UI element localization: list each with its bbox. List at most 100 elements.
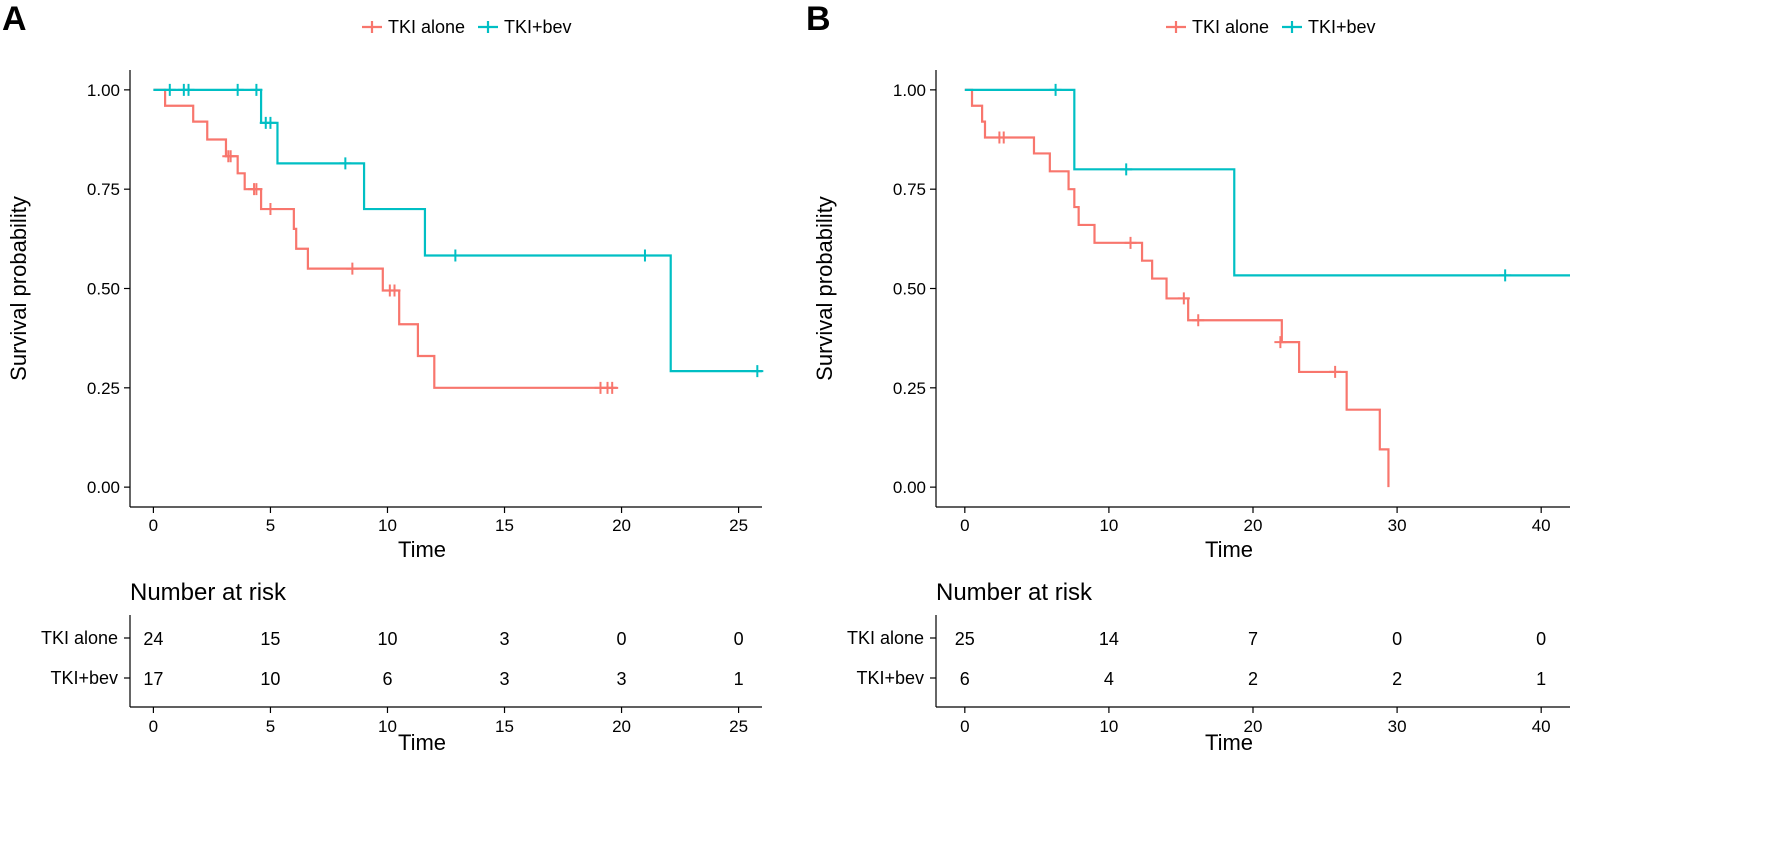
risk-count: 10 (377, 629, 397, 649)
risk-count: 3 (500, 629, 510, 649)
risk-x-tick-label: 10 (378, 717, 397, 736)
risk-count: 4 (1104, 669, 1114, 689)
legend-label: TKI+bev (504, 17, 572, 37)
risk-row-label: TKI+bev (856, 668, 924, 688)
x-axis-title: Time (1205, 537, 1253, 562)
risk-x-axis-title: Time (398, 730, 446, 755)
risk-count: 15 (260, 629, 280, 649)
x-tick-label: 30 (1388, 516, 1407, 535)
legend-item: TKI alone (1166, 17, 1269, 37)
y-tick-label: 0.75 (893, 180, 926, 199)
risk-count: 6 (382, 669, 392, 689)
risk-count: 3 (617, 669, 627, 689)
risk-count: 17 (143, 669, 163, 689)
censor-mark (997, 131, 1010, 144)
x-tick-label: 0 (960, 516, 969, 535)
censor-mark (231, 83, 244, 96)
censor-mark (224, 150, 237, 163)
risk-count: 0 (1392, 629, 1402, 649)
risk-table-title: Number at risk (130, 579, 287, 606)
y-tick-label: 0.00 (87, 478, 120, 497)
risk-table-title: Number at risk (936, 579, 1093, 606)
x-tick-label: 20 (1244, 516, 1263, 535)
y-tick-label: 0.50 (87, 280, 120, 299)
y-tick-label: 0.25 (87, 379, 120, 398)
series-tki-bev (153, 83, 764, 378)
censor-mark (346, 262, 359, 275)
y-tick-label: 1.00 (893, 81, 926, 100)
panel-label: B (806, 0, 831, 38)
y-tick-label: 0.25 (893, 379, 926, 398)
risk-count: 2 (1248, 669, 1258, 689)
risk-count: 0 (617, 629, 627, 649)
censor-mark (163, 83, 176, 96)
risk-count: 7 (1248, 629, 1258, 649)
censor-mark (1499, 269, 1512, 282)
risk-x-tick-label: 30 (1388, 717, 1407, 736)
censor-mark (449, 249, 462, 262)
risk-x-tick-label: 15 (495, 717, 514, 736)
panel-label: A (2, 0, 27, 38)
risk-table: Number at risk TKI alone 25 14 7 0 0 TKI+bev 6 4 2… (847, 579, 1570, 755)
censor-mark (339, 157, 352, 170)
series-tki-alone (964, 88, 1390, 488)
survival-curve (153, 88, 762, 373)
risk-x-tick-label: 0 (960, 717, 969, 736)
censor-mark (1049, 83, 1062, 96)
censor-mark (1192, 314, 1205, 327)
censor-mark (388, 284, 401, 297)
x-tick-label: 25 (729, 516, 748, 535)
legend-item: TKI+bev (478, 17, 572, 37)
legend-item: TKI alone (362, 17, 465, 37)
x-tick-label: 40 (1532, 516, 1551, 535)
legend-label: TKI+bev (1308, 17, 1376, 37)
legend: TKI alone TKI+bev (1166, 17, 1376, 37)
risk-count: 2 (1392, 669, 1402, 689)
survival-curve (153, 88, 617, 389)
risk-row-label: TKI+bev (50, 668, 118, 688)
risk-x-tick-label: 5 (266, 717, 275, 736)
risk-count: 10 (260, 669, 280, 689)
x-tick-label: 15 (495, 516, 514, 535)
risk-x-tick-label: 40 (1532, 717, 1551, 736)
risk-count: 3 (500, 669, 510, 689)
x-tick-label: 10 (1099, 516, 1118, 535)
censor-mark (638, 249, 651, 262)
risk-x-tick-label: 20 (612, 717, 631, 736)
legend-item: TKI+bev (1282, 17, 1376, 37)
risk-count: 1 (734, 669, 744, 689)
censor-mark (606, 381, 619, 394)
legend: TKI alone TKI+bev (362, 17, 572, 37)
survival-curve (964, 88, 1570, 277)
censor-mark (1177, 292, 1190, 305)
series-tki-alone (153, 88, 619, 394)
risk-row-label: TKI alone (41, 628, 118, 648)
legend-label: TKI alone (1192, 17, 1269, 37)
censor-mark (264, 116, 277, 129)
x-tick-label: 20 (612, 516, 631, 535)
risk-count: 25 (955, 629, 975, 649)
survival-curve (964, 88, 1390, 488)
risk-count: 14 (1099, 629, 1119, 649)
y-tick-label: 0.00 (893, 478, 926, 497)
risk-x-tick-label: 25 (729, 717, 748, 736)
risk-x-tick-label: 0 (149, 717, 158, 736)
y-axis-title: Survival probability (812, 196, 837, 381)
censor-mark (1120, 163, 1133, 176)
x-tick-label: 0 (149, 516, 158, 535)
risk-row-label: TKI alone (847, 628, 924, 648)
risk-count: 6 (960, 669, 970, 689)
y-axis-title: Survival probability (6, 196, 31, 381)
legend-label: TKI alone (388, 17, 465, 37)
series-tki-bev (964, 83, 1570, 282)
risk-count: 0 (734, 629, 744, 649)
censor-mark (1274, 336, 1287, 349)
risk-x-axis-title: Time (1205, 730, 1253, 755)
y-tick-label: 1.00 (87, 81, 120, 100)
censor-mark (751, 365, 764, 378)
y-tick-label: 0.75 (87, 180, 120, 199)
x-axis-title: Time (398, 537, 446, 562)
censor-mark (264, 203, 277, 216)
